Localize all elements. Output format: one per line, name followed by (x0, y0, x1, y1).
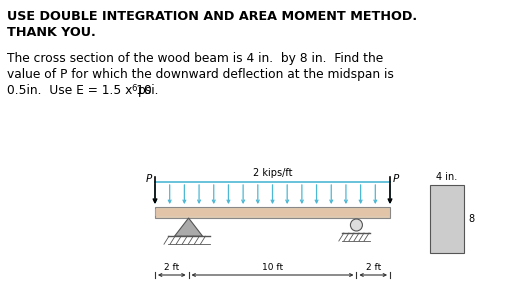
Text: 2 ft: 2 ft (164, 263, 179, 272)
Text: P: P (393, 174, 399, 184)
Text: The cross section of the wood beam is 4 in.  by 8 in.  Find the: The cross section of the wood beam is 4 … (7, 52, 383, 65)
Text: THANK YOU.: THANK YOU. (7, 26, 96, 39)
Text: value of P for which the downward deflection at the midspan is: value of P for which the downward deflec… (7, 68, 394, 81)
Text: 0.5in.  Use E = 1.5 x 10: 0.5in. Use E = 1.5 x 10 (7, 84, 156, 97)
Circle shape (351, 219, 363, 231)
Text: 2 ft: 2 ft (366, 263, 381, 272)
Text: 8: 8 (468, 214, 474, 224)
Polygon shape (175, 218, 203, 236)
Bar (430, 185, 464, 253)
Text: USE DOUBLE INTEGRATION AND AREA MOMENT METHOD.: USE DOUBLE INTEGRATION AND AREA MOMENT M… (7, 10, 417, 23)
Bar (155, 207, 390, 218)
Text: 6: 6 (131, 84, 137, 93)
Text: 4 in.: 4 in. (437, 172, 457, 182)
Text: P: P (146, 174, 152, 184)
Bar (155, 209, 390, 216)
Text: psi.: psi. (138, 84, 159, 97)
Text: 10 ft: 10 ft (262, 263, 283, 272)
Text: 2 kips/ft: 2 kips/ft (253, 168, 292, 178)
